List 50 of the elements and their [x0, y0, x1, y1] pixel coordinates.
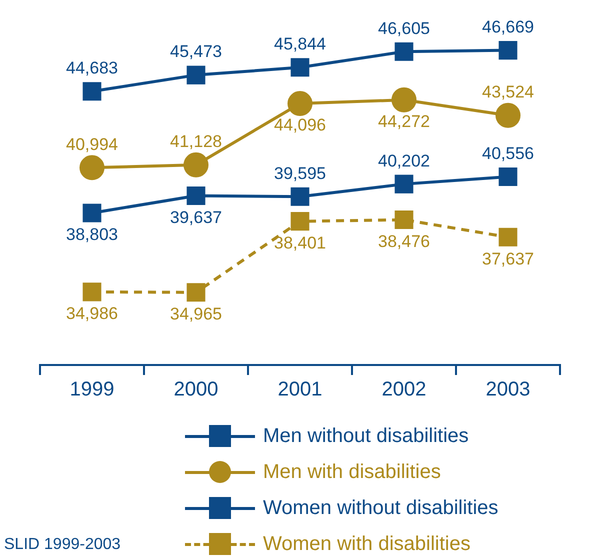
- data-label: 34,986: [66, 304, 118, 324]
- data-label: 43,524: [482, 82, 534, 102]
- data-label: 44,096: [274, 116, 326, 135]
- point: [82, 204, 102, 222]
- point: [82, 82, 102, 101]
- point: [498, 41, 518, 60]
- point: [290, 212, 310, 231]
- point: [394, 210, 414, 230]
- point: [498, 228, 518, 246]
- legend-label: Men without disabilities: [263, 424, 469, 448]
- point: [186, 283, 206, 302]
- x-tick-label: 2001: [278, 378, 322, 401]
- point: [80, 155, 104, 180]
- point: [186, 66, 206, 84]
- data-label: 46,669: [482, 18, 534, 36]
- data-label: 39,637: [170, 208, 222, 227]
- legend-label: Women with disabilities: [263, 532, 470, 556]
- point: [82, 282, 102, 302]
- point: [184, 152, 208, 178]
- legend-label: Men with disabilities: [263, 460, 441, 484]
- text: SLID 1999-2003: [4, 536, 121, 554]
- data-label: 37,637: [482, 249, 534, 268]
- data-label: 39,595: [274, 164, 326, 183]
- point: [288, 91, 312, 116]
- x-tick-label: 2000: [174, 378, 218, 401]
- point: [394, 174, 414, 194]
- data-label: 44,683: [66, 58, 118, 78]
- data-label: 41,128: [170, 132, 222, 152]
- point: [392, 87, 416, 112]
- data-label: 40,556: [482, 144, 534, 163]
- data-label: 46,605: [378, 18, 430, 38]
- point: [290, 187, 310, 206]
- point: [290, 58, 310, 77]
- data-label: 45,473: [170, 42, 222, 62]
- point: [394, 42, 414, 61]
- data-label: 34,965: [170, 304, 222, 324]
- point: [186, 186, 206, 206]
- x-tick-label: 1999: [70, 378, 114, 401]
- data-label: 38,401: [274, 234, 326, 252]
- point: [496, 102, 520, 128]
- data-label: 40,202: [378, 151, 430, 170]
- x-tick-label: 2002: [382, 378, 426, 401]
- data-label: 44,272: [378, 112, 430, 132]
- legend-label: Women without disabilities: [263, 496, 498, 520]
- data-label: 38,476: [378, 232, 430, 251]
- data-label: 40,994: [66, 134, 118, 154]
- data-label: 45,844: [274, 34, 326, 54]
- point: [498, 167, 518, 186]
- data-label: 38,803: [66, 225, 118, 244]
- x-tick-label: 2003: [486, 378, 530, 401]
